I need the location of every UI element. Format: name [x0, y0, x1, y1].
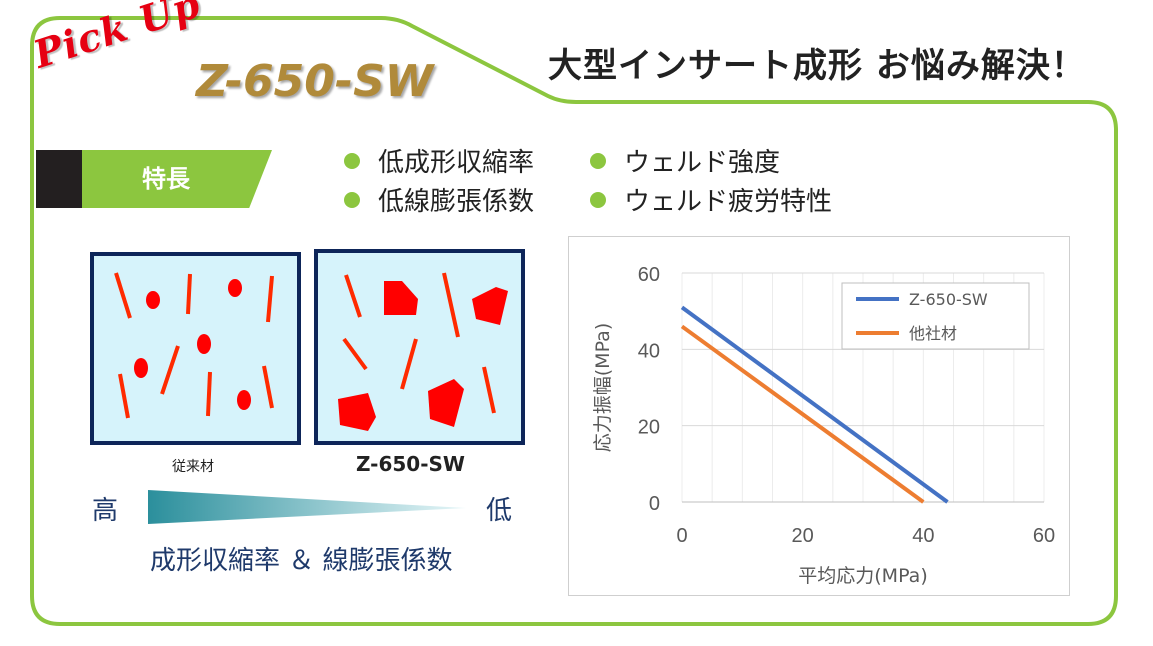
features-tag	[82, 150, 272, 208]
legend-label: 他社材	[909, 324, 957, 343]
y-tick-label: 40	[638, 340, 660, 362]
feature-item: ウェルド疲労特性	[590, 181, 832, 218]
features-label: 特長	[142, 165, 190, 193]
gradient-wedge	[148, 490, 466, 524]
feature-item: 低成形収縮率	[344, 142, 534, 179]
y-tick-label: 20	[638, 417, 660, 439]
series-line	[680, 305, 949, 504]
conventional-material-illustration	[90, 252, 301, 445]
headline: 大型インサート成形 お悩み解決！	[548, 46, 1086, 86]
model-title: Z-650-SW	[196, 56, 434, 107]
y-tick-label: 0	[649, 493, 660, 515]
conventional-caption: 従来材	[172, 459, 214, 475]
fatigue-chart: 0 20 40 60 0 20 40 60 平均応力(MPa) 応力振幅(MPa) Z-650-SW…	[568, 236, 1070, 596]
bullet-dot-icon	[590, 152, 606, 169]
series-line	[680, 324, 925, 504]
x-tick-label: 40	[912, 525, 934, 547]
bullet-dot-icon	[590, 191, 606, 208]
legend-box	[841, 282, 1030, 350]
bullet-dot-icon	[344, 191, 360, 208]
feature-item: ウェルド強度	[590, 142, 780, 179]
y-tick-label: 60	[638, 264, 660, 286]
x-tick-label: 20	[792, 525, 814, 547]
feature-item: 低線膨張係数	[344, 181, 534, 218]
chart-plot: 0 20 40 60 0 20 40 60 平均応力(MPa) 応力振幅(MPa) Z-650-SW…	[592, 264, 1055, 587]
x-tick-label: 60	[1033, 525, 1055, 547]
scale-caption: 成形収縮率 ＆ 線膨張係数	[150, 546, 453, 576]
x-axis-label: 平均応力(MPa)	[798, 565, 927, 587]
z650sw-caption: Z-650-SW	[356, 452, 465, 476]
bullet-dot-icon	[344, 152, 360, 169]
z650sw-illustration	[314, 249, 525, 445]
high-label: 高	[92, 496, 119, 526]
low-label: 低	[486, 496, 513, 526]
legend-label: Z-650-SW	[909, 290, 988, 309]
x-tick-label: 0	[676, 525, 687, 547]
features-tag-accent	[36, 150, 82, 208]
y-axis-label: 応力振幅(MPa)	[592, 323, 614, 452]
